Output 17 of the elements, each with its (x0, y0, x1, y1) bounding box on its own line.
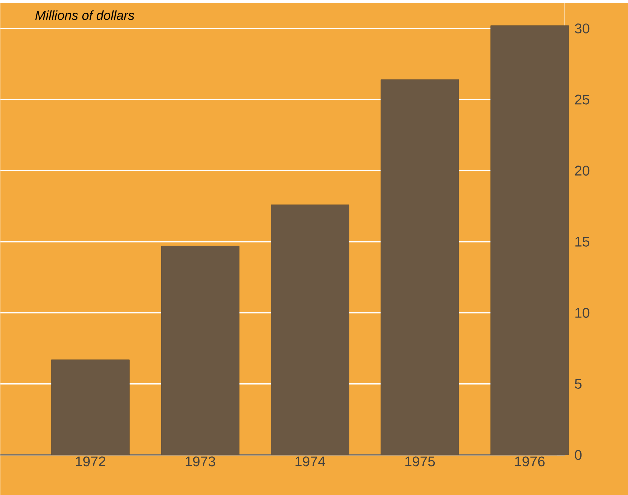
x-tick-label: 1974 (296, 456, 326, 467)
bar (380, 80, 460, 456)
x-tick-label: 1976 (515, 456, 545, 467)
y-tick-label: 10 (576, 308, 590, 318)
y-tick-label: 20 (575, 166, 590, 176)
y-tick-label: 25 (575, 94, 590, 105)
bar (161, 246, 240, 456)
x-tick-label: 1972 (76, 456, 106, 467)
x-tick-label: 1975 (406, 456, 436, 467)
x-tick-label: 1973 (186, 456, 216, 467)
y-axis-title: Millions of dollars (36, 10, 134, 20)
bar (271, 204, 350, 456)
y-tick-label: 30 (575, 24, 590, 34)
y-tick-label: 15 (576, 237, 590, 247)
bar (51, 360, 130, 456)
y-tick-label: 0 (575, 450, 582, 460)
y-tick-label: 5 (575, 379, 582, 390)
